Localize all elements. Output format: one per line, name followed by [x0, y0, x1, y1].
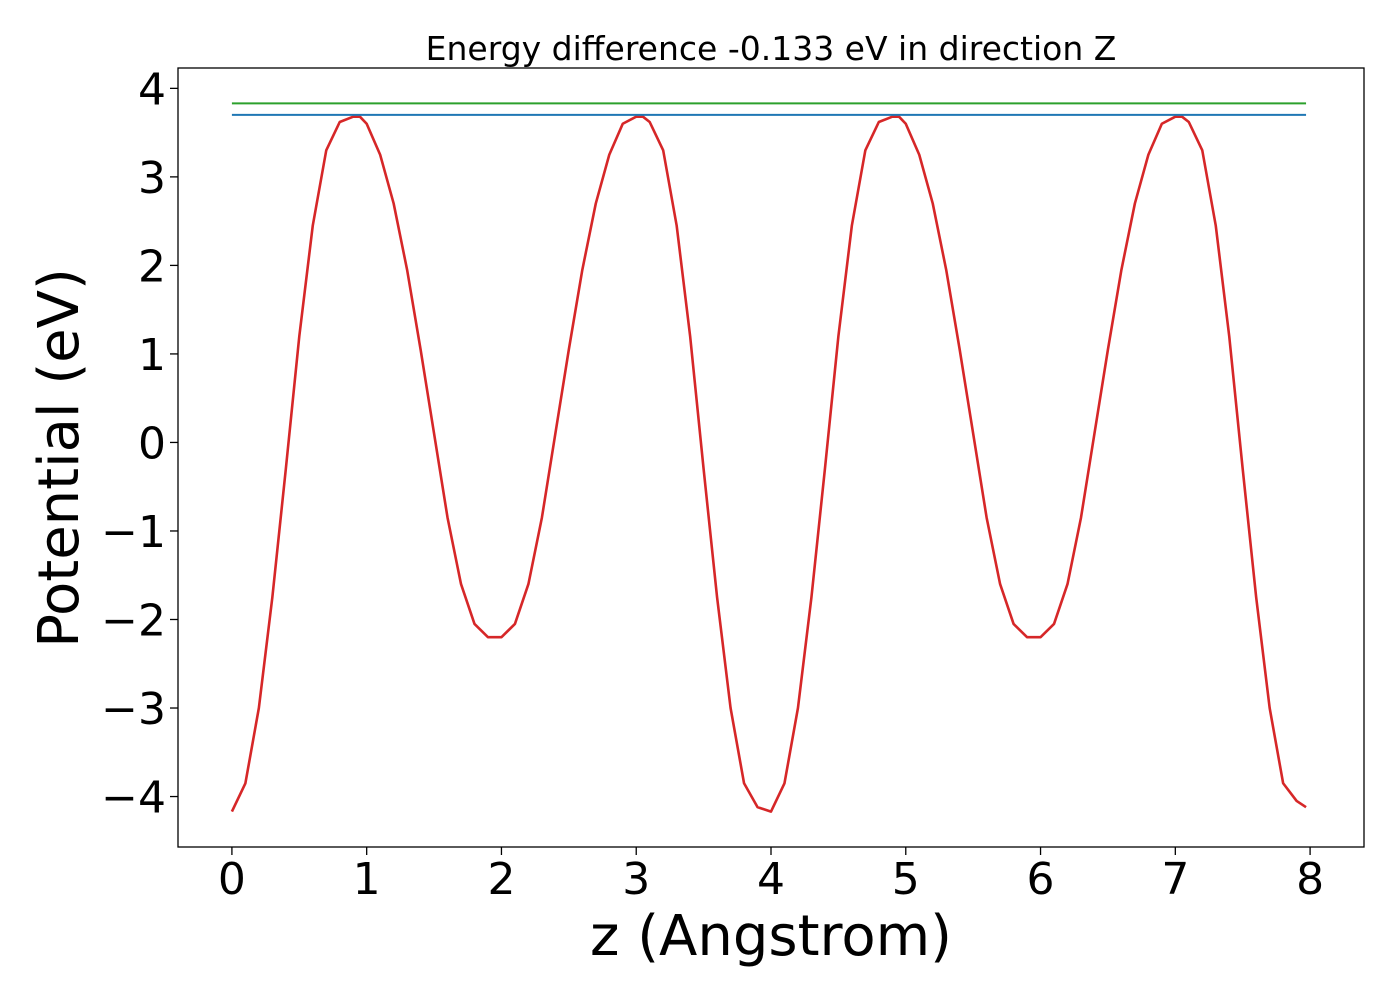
- y-tick-label: 2: [138, 241, 166, 292]
- x-tick-label: 4: [757, 854, 785, 905]
- x-tick-label: 6: [1027, 854, 1055, 905]
- x-tick-label: 5: [892, 854, 920, 905]
- x-tick-label: 2: [487, 854, 515, 905]
- chart-title: Energy difference -0.133 eV in direction…: [426, 29, 1117, 68]
- y-tick-label: −3: [101, 684, 166, 735]
- y-tick-label: 1: [138, 330, 166, 381]
- series-line-0: [230, 115, 1307, 813]
- x-tick-label: 3: [622, 854, 650, 905]
- x-tick-label: 7: [1161, 854, 1189, 905]
- y-tick-label: −1: [101, 507, 166, 558]
- x-axis-label: z (Angstrom): [590, 904, 952, 969]
- plot-lines: [230, 102, 1307, 813]
- y-tick-label: 4: [138, 64, 166, 115]
- x-tick-label: 8: [1296, 854, 1324, 905]
- x-tick-label: 1: [353, 854, 381, 905]
- y-axis-label: Potential (eV): [27, 268, 92, 648]
- y-axis-ticks: 4 3 2 1 0 −1 −2 −3 −4: [101, 64, 178, 824]
- x-tick-label: 0: [218, 854, 246, 905]
- y-tick-label: −2: [101, 595, 166, 646]
- x-axis-ticks: 0 1 2 3 4 5 6 7 8: [218, 847, 1324, 905]
- y-tick-label: 0: [138, 418, 166, 469]
- y-tick-label: 3: [138, 153, 166, 204]
- y-tick-label: −4: [101, 773, 166, 824]
